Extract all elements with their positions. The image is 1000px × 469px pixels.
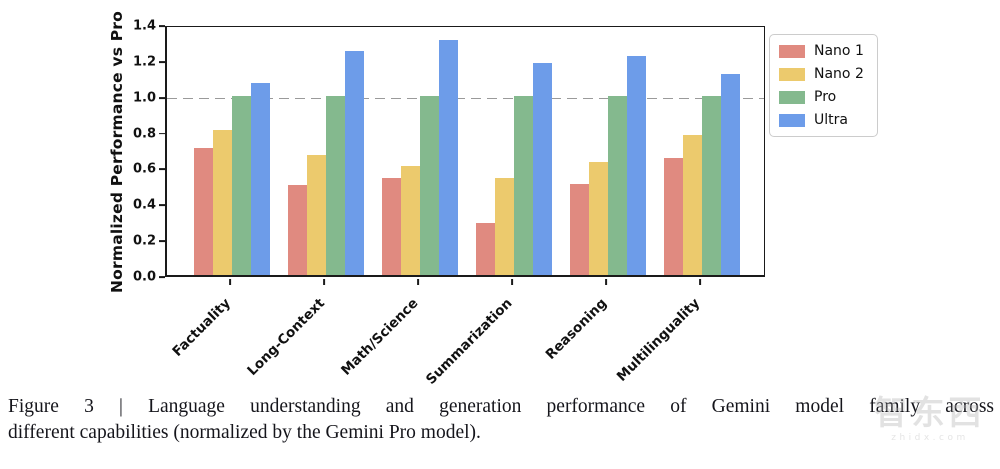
bar-nano-1-multilinguality <box>664 158 683 275</box>
bar-ultra-summarization <box>533 63 552 275</box>
bar-nano-2-factuality <box>213 129 232 275</box>
y-tick-label: 1.2 <box>132 54 156 70</box>
x-tick-label: Long-Context <box>243 295 328 380</box>
legend-label: Ultra <box>814 112 848 128</box>
bar-ultra-math-science <box>439 40 458 275</box>
legend-item-pro: Pro <box>779 89 864 105</box>
bar-nano-1-long-context <box>288 185 307 275</box>
legend-label: Pro <box>814 89 837 105</box>
y-tick-mark <box>159 240 165 243</box>
y-tick-label: 1.4 <box>132 18 156 34</box>
y-tick-mark <box>159 276 165 278</box>
y-tick-label: 0.6 <box>132 161 156 177</box>
bar-nano-2-math-science <box>401 165 420 275</box>
y-axis-label: Normalized Performance vs Pro <box>108 11 126 293</box>
legend-swatch-nano-1 <box>779 44 805 58</box>
y-tick-label: 0.0 <box>132 269 156 285</box>
x-tick-mark <box>699 279 701 285</box>
bar-ultra-factuality <box>251 83 270 275</box>
bar-nano-1-factuality <box>194 147 213 275</box>
legend-label: Nano 2 <box>814 66 864 82</box>
bar-pro-long-context <box>326 95 345 275</box>
y-tick-mark <box>159 168 165 171</box>
x-tick-mark <box>605 279 607 285</box>
bar-nano-2-reasoning <box>589 162 608 275</box>
bar-nano-2-multilinguality <box>683 135 702 275</box>
bar-ultra-multilinguality <box>721 74 740 275</box>
legend-swatch-pro <box>779 90 805 104</box>
x-tick-mark <box>511 279 513 285</box>
x-tick-label: Math/Science <box>338 295 422 379</box>
x-tick-label: Reasoning <box>542 295 610 363</box>
plot-area <box>165 26 765 277</box>
legend-item-ultra: Ultra <box>779 112 864 128</box>
y-tick-label: 0.2 <box>132 233 156 249</box>
y-tick-mark <box>159 96 165 99</box>
legend-label: Nano 1 <box>814 43 864 59</box>
legend: Nano 1 Nano 2 Pro Ultra <box>769 34 878 137</box>
bar-ultra-long-context <box>345 50 364 275</box>
legend-swatch-ultra <box>779 113 805 127</box>
x-tick-label: Summarization <box>423 295 516 388</box>
x-tick-mark <box>323 279 325 285</box>
y-tick-mark <box>159 132 165 135</box>
y-tick-label: 0.8 <box>132 126 156 142</box>
bar-chart: Normalized Performance vs Pro 0.0 0.2 0.4 0… <box>108 11 878 388</box>
legend-item-nano-2: Nano 2 <box>779 66 864 82</box>
y-tick-mark <box>159 204 165 207</box>
bar-ultra-reasoning <box>627 56 646 275</box>
caption-line-2: different capabilities (normalized by th… <box>8 421 481 443</box>
figure-caption: Figure 3 | Language understanding and ge… <box>8 394 994 445</box>
bar-nano-1-summarization <box>476 223 495 275</box>
y-tick-label: 1.0 <box>132 90 156 106</box>
reference-line-1x <box>167 97 764 100</box>
bar-nano-1-math-science <box>382 178 401 275</box>
bar-pro-summarization <box>514 95 533 275</box>
bar-pro-multilinguality <box>702 95 721 275</box>
y-tick-mark <box>159 25 165 27</box>
y-tick-mark <box>159 60 165 63</box>
bar-nano-2-summarization <box>495 178 514 275</box>
x-tick-label: Factuality <box>169 295 234 360</box>
x-tick-mark <box>229 279 231 285</box>
bar-pro-math-science <box>420 95 439 275</box>
bar-pro-factuality <box>232 95 251 275</box>
legend-swatch-nano-2 <box>779 67 805 81</box>
caption-line-1: Figure 3 | Language understanding and ge… <box>8 396 994 417</box>
bar-nano-1-reasoning <box>570 183 589 275</box>
x-tick-label: Multilinguality <box>614 295 704 385</box>
legend-item-nano-1: Nano 1 <box>779 43 864 59</box>
bar-nano-2-long-context <box>307 154 326 275</box>
y-tick-label: 0.4 <box>132 197 156 213</box>
x-tick-mark <box>417 279 419 285</box>
bar-pro-reasoning <box>608 95 627 275</box>
